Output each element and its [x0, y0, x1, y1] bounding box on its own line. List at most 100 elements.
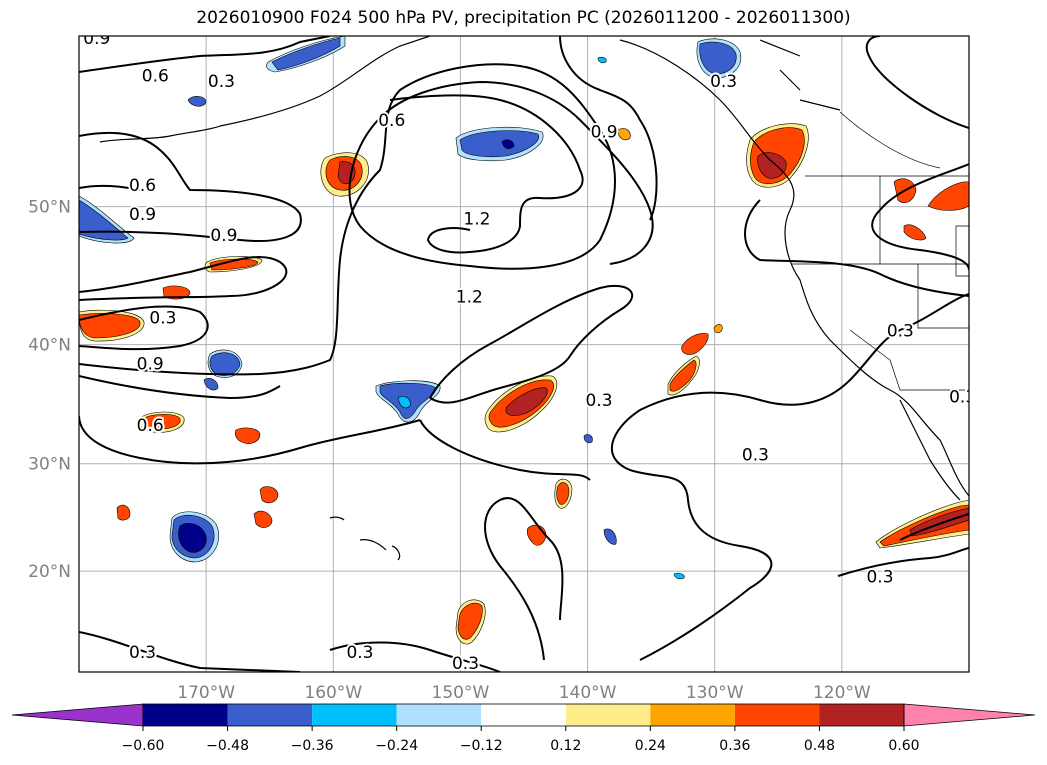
latitude-tick-label: 50°N [28, 198, 71, 218]
chart-title: 2026010900 F024 500 hPa PV, precipitatio… [196, 8, 851, 28]
border-line [839, 111, 941, 169]
map-frame [78, 35, 970, 673]
colorbar-tick-label: −0.12 [460, 738, 503, 754]
colorbar-tick-label: 0.60 [888, 738, 919, 754]
precip-area [259, 486, 279, 504]
precip-area [669, 359, 697, 392]
colorbar-tick-label: −0.48 [206, 738, 249, 754]
colorbar-tick-label: 0.12 [550, 738, 581, 754]
contour-label: 0.3 [887, 322, 914, 342]
pv-contour-line [79, 305, 209, 351]
precip-area [457, 602, 483, 640]
border-line [849, 329, 901, 391]
precip-area [253, 510, 273, 528]
precip-area [927, 181, 969, 211]
longitude-tick-label: 120°W [813, 683, 871, 703]
precip-area [505, 387, 548, 416]
precip-area [673, 572, 685, 580]
colorbar-segment [734, 704, 820, 726]
contour-label: 0.3 [866, 567, 893, 587]
precip-area [234, 427, 261, 444]
contour-label: 0.3 [585, 391, 612, 411]
pv-contour-line [79, 415, 421, 465]
contour-label: 0.6 [142, 67, 169, 87]
pv-contour-line [79, 63, 654, 376]
coastline [219, 36, 431, 127]
longitude-tick-label: 150°W [432, 683, 490, 703]
latitude-labels: 20°N 30°N 40°N 50°N [28, 198, 71, 583]
pv-contour-line [329, 641, 501, 672]
borders [792, 111, 969, 391]
pv-contour-line [419, 419, 591, 481]
colorbar-tick-label: 0.36 [719, 738, 750, 754]
coastline [359, 539, 401, 561]
latitude-tick-label: 40°N [28, 336, 71, 356]
precip-area [187, 96, 207, 107]
colorbar-segment [143, 704, 228, 726]
contour-label: 0.6 [129, 176, 156, 196]
precip-positive-areas [79, 123, 969, 645]
longitude-tick-label: 130°W [686, 683, 744, 703]
precip-area [556, 482, 570, 505]
colorbar-segment [819, 704, 904, 726]
pv-contour-line [389, 94, 584, 254]
colorbar-tick-label: −0.24 [375, 738, 418, 754]
contour-label: 0.3 [710, 72, 737, 92]
colorbar-extend-low [11, 703, 144, 727]
pv-contour-line [865, 36, 969, 129]
colorbar-ticks: −0.60 −0.48 −0.36 −0.24 −0.12 0.12 0.24 0.36 0.4… [122, 726, 920, 754]
pv-contour-line [79, 255, 288, 301]
contour-label: 0.9 [83, 29, 110, 49]
precip-area [209, 258, 259, 271]
contour-label: 0.3 [149, 309, 176, 329]
contour-label: 0.3 [949, 387, 976, 407]
contour-label: 0.9 [210, 226, 237, 246]
contour-labels: 0.9 0.6 0.3 0.6 0.9 0.9 0.3 0.9 0.6 0.6 0.9 0.3 1.2 1… [81, 29, 976, 672]
precip-area [583, 434, 593, 444]
contour-label: 0.6 [137, 416, 164, 436]
coastline [759, 39, 841, 111]
colorbar-segment [227, 704, 313, 726]
colorbar-segment [565, 704, 651, 726]
precip-area [681, 333, 709, 355]
pv-contour-line [484, 497, 564, 661]
contour-label: 1.2 [456, 287, 483, 307]
contour-label: 0.3 [208, 72, 235, 92]
precip-area [178, 523, 207, 553]
contour-label: 0.3 [129, 643, 156, 663]
precip-area [79, 313, 141, 339]
contour-label: 0.3 [346, 643, 373, 663]
precip-area [116, 504, 131, 521]
precip-area [143, 414, 181, 430]
colorbar-segment [312, 704, 397, 726]
pv-contour-line [79, 631, 301, 672]
pv-contours [79, 36, 969, 672]
coastline [899, 399, 961, 501]
colorbar-extend-high [903, 703, 1036, 727]
longitude-tick-label: 140°W [559, 683, 617, 703]
longitude-labels: 170°W 160°W 150°W 140°W 130°W 120°W [177, 683, 871, 703]
contour-label: 0.9 [129, 205, 156, 225]
border-line [917, 264, 969, 329]
precip-area [203, 378, 219, 391]
contour-label: 0.3 [742, 446, 769, 466]
precip-area [757, 152, 787, 179]
colorbar-tick-label: −0.36 [291, 738, 334, 754]
gridlines [79, 36, 969, 672]
precip-area [603, 528, 617, 545]
latitude-tick-label: 20°N [28, 562, 71, 582]
precip-area [699, 41, 737, 75]
longitude-tick-label: 160°W [304, 683, 362, 703]
colorbar-segment [481, 704, 566, 726]
pv-contour-line [559, 36, 658, 221]
precip-area [397, 396, 411, 409]
colorbar-segment [650, 704, 735, 726]
colorbar-frame [142, 703, 905, 727]
contour-label: 1.2 [463, 210, 490, 230]
longitude-tick-label: 170°W [177, 683, 235, 703]
pv-contour-line [899, 513, 969, 541]
precip-area [903, 224, 927, 241]
coastline [619, 39, 969, 497]
pv-contour-line [79, 131, 302, 242]
